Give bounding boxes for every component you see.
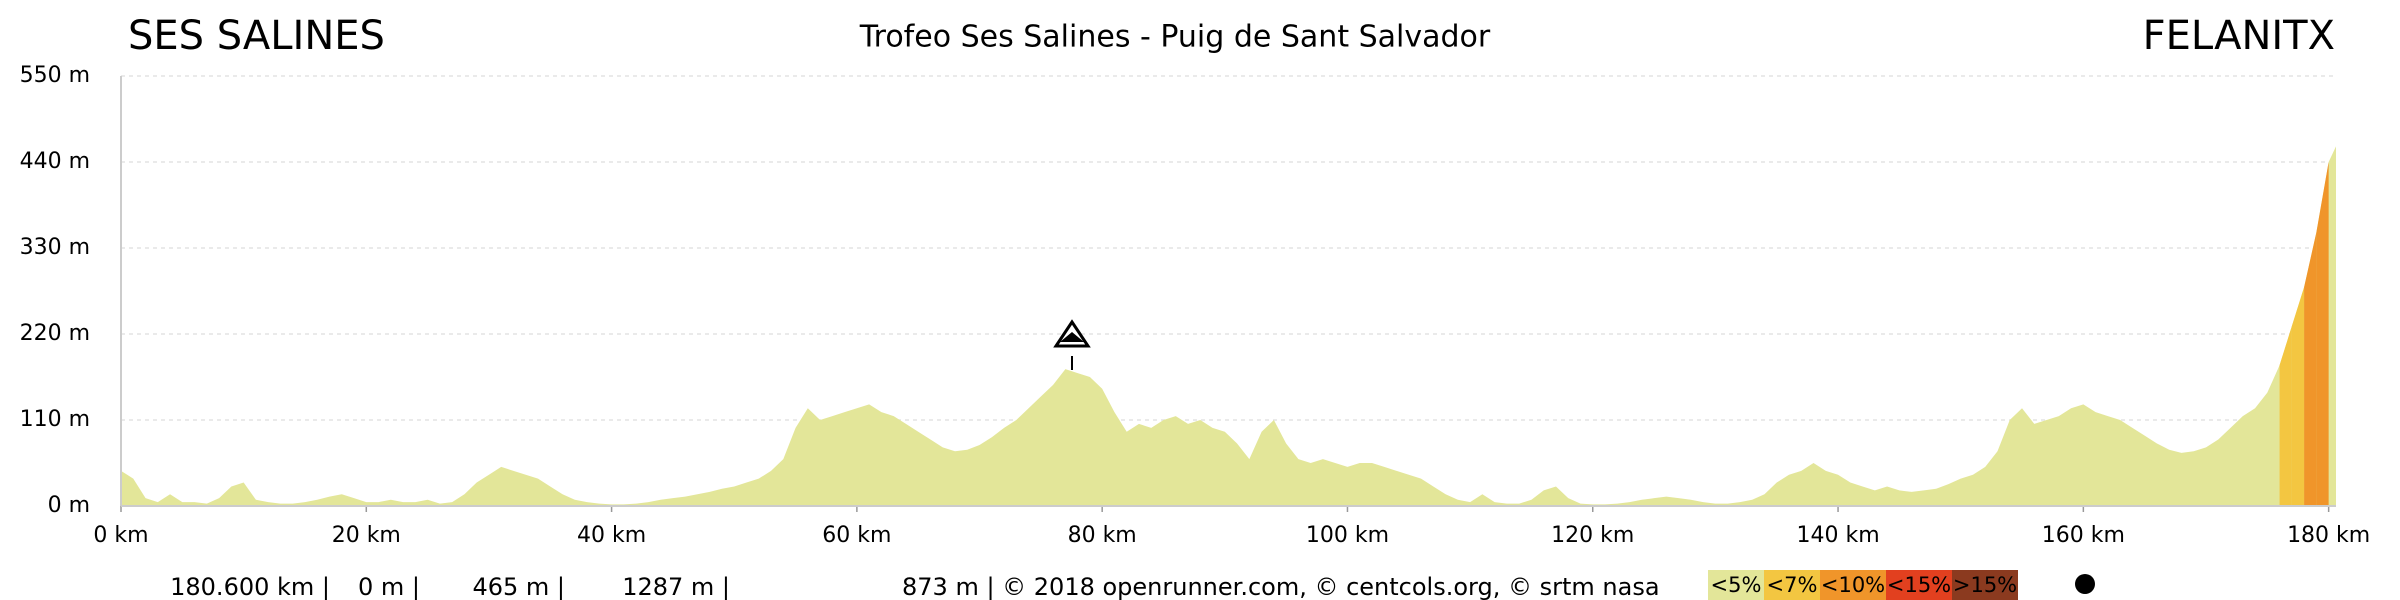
- start-label: SES SALINES: [128, 13, 385, 59]
- x-tick-label: 120 km: [1551, 523, 1634, 548]
- legend-swatch: [1952, 570, 2018, 600]
- x-tick-label: 60 km: [822, 523, 891, 548]
- legend-swatch: [1886, 570, 1952, 600]
- x-tick-label: 80 km: [1068, 523, 1137, 548]
- grade-slice: [2304, 232, 2317, 506]
- x-tick-label: 0 km: [93, 523, 148, 548]
- legend-label: <10%: [1821, 573, 1885, 597]
- elevation-area: [121, 146, 2336, 506]
- x-tick-label: 100 km: [1306, 523, 1389, 548]
- grade-slice: [2316, 162, 2329, 506]
- legend-label: <15%: [1887, 573, 1951, 597]
- footer-stat: 0 m |: [358, 573, 420, 600]
- y-tick-label: 550 m: [20, 63, 90, 88]
- legend-label: <5%: [1711, 573, 1762, 597]
- grade-slice: [2279, 326, 2292, 506]
- y-tick-label: 330 m: [20, 235, 90, 260]
- legend-swatch: [1820, 570, 1886, 600]
- x-tick-label: 160 km: [2042, 523, 2125, 548]
- x-tick-label: 180 km: [2287, 523, 2370, 548]
- legend-swatch: [1764, 570, 1820, 600]
- y-tick-label: 110 m: [20, 407, 90, 432]
- grade-slice: [2291, 287, 2305, 506]
- y-tick-label: 220 m: [20, 321, 90, 346]
- end-label: FELANITX: [2143, 13, 2335, 59]
- legend-swatch: [1708, 570, 1764, 600]
- footer-stat: 180.600 km |: [170, 573, 330, 600]
- y-tick-label: 0 m: [48, 493, 90, 518]
- legend-label: <7%: [1767, 573, 1818, 597]
- legend-label: >15%: [1953, 573, 2017, 597]
- position-dot: [2075, 574, 2095, 594]
- x-tick-label: 20 km: [332, 523, 401, 548]
- summit-icon: [1053, 319, 1091, 370]
- x-tick-label: 40 km: [577, 523, 646, 548]
- footer-stat: 873 m | © 2018 openrunner.com, © centcol…: [902, 573, 1660, 600]
- x-tick-label: 140 km: [1796, 523, 1879, 548]
- footer-stat: 465 m |: [472, 573, 565, 600]
- footer-stat: 1287 m |: [622, 573, 730, 600]
- y-tick-label: 440 m: [20, 149, 90, 174]
- chart-title: Trofeo Ses Salines - Puig de Sant Salvad…: [859, 20, 1491, 55]
